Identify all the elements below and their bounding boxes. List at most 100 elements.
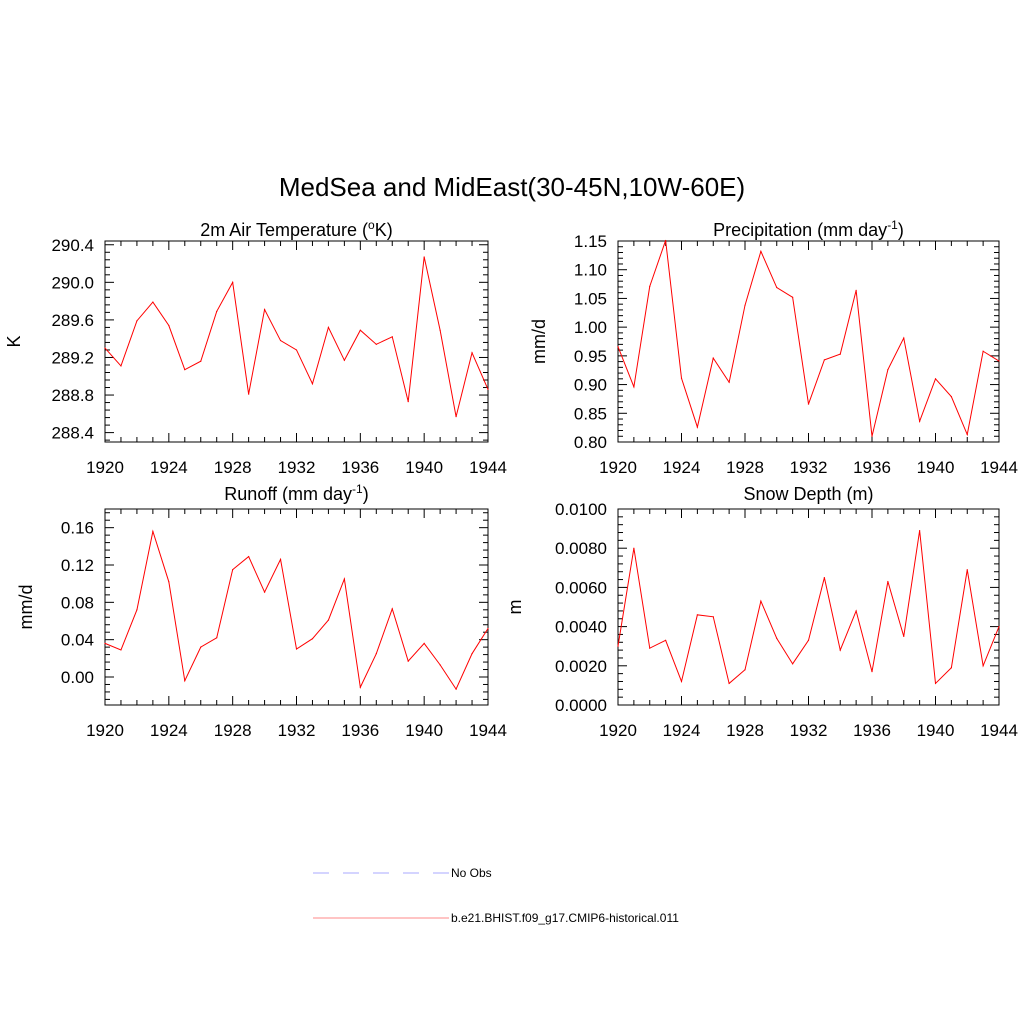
data-point xyxy=(471,653,473,655)
x-tick-label: 1932 xyxy=(790,721,828,740)
y-tick-label: 0.08 xyxy=(61,593,94,612)
y-tick-label: 0.12 xyxy=(61,556,94,575)
data-point xyxy=(471,352,473,354)
data-point xyxy=(423,642,425,645)
data-point xyxy=(807,403,810,405)
x-tick-label: 1932 xyxy=(278,458,316,477)
plot-frame xyxy=(617,240,1000,443)
data-point xyxy=(232,281,234,283)
data-point xyxy=(839,649,841,651)
data-point xyxy=(263,308,266,311)
y-tick-label: 1.10 xyxy=(574,261,607,280)
y-tick-label: 0.16 xyxy=(61,519,94,538)
data-point xyxy=(903,337,905,339)
series-line xyxy=(617,530,1000,685)
data-point xyxy=(295,349,298,351)
data-point xyxy=(792,663,794,665)
y-tick-label: 1.00 xyxy=(574,318,607,337)
y-tick-label: 289.2 xyxy=(51,348,94,367)
data-point xyxy=(680,377,683,379)
data-point xyxy=(966,433,968,436)
data-point xyxy=(919,529,921,532)
data-point xyxy=(152,301,154,303)
legend-item: No Obs xyxy=(313,866,492,880)
series-line xyxy=(104,529,489,691)
data-point xyxy=(966,569,968,571)
runoff-panel: 1920 1924 1928 1932 1936 1940 1944 0.00 0.04 0.08… xyxy=(16,482,507,740)
data-point xyxy=(665,239,667,242)
x-tick-label: 1924 xyxy=(150,458,188,477)
y-tick-label: 290.0 xyxy=(51,273,94,292)
x-tick-label: 1944 xyxy=(980,721,1018,740)
x-tick-label: 1920 xyxy=(86,721,124,740)
data-point xyxy=(487,388,489,391)
data-point xyxy=(104,642,106,645)
x-tick-label: 1920 xyxy=(599,721,637,740)
data-point xyxy=(295,648,298,650)
x-tick-label: 1940 xyxy=(405,721,443,740)
data-point xyxy=(855,610,857,612)
data-point xyxy=(279,339,282,342)
data-point xyxy=(617,346,619,348)
data-point xyxy=(744,669,746,671)
x-tick-label: 1944 xyxy=(980,458,1018,477)
data-point xyxy=(823,359,825,361)
data-point xyxy=(184,369,186,371)
x-tick-label: 1936 xyxy=(341,721,379,740)
data-point xyxy=(696,426,698,428)
x-tick-label: 1932 xyxy=(278,721,316,740)
y-tick-label: 289.6 xyxy=(51,311,94,330)
data-point xyxy=(871,435,873,437)
data-point xyxy=(998,360,1000,362)
data-point xyxy=(792,296,794,298)
data-point xyxy=(343,578,345,580)
y-axis-label: K xyxy=(4,335,24,347)
y-tick-label: 0.80 xyxy=(574,433,607,452)
data-point xyxy=(391,608,393,610)
panels: 1920 1924 1928 1932 1936 1940 1944 288.4 288.8 28… xyxy=(4,218,1018,740)
data-point xyxy=(439,329,441,331)
data-point xyxy=(633,547,635,549)
data-point xyxy=(311,638,314,640)
data-point xyxy=(216,310,218,313)
data-point xyxy=(343,359,345,361)
data-point xyxy=(807,639,810,641)
legend-item: b.e21.BHIST.f09_g17.CMIP6-historical.011 xyxy=(313,911,679,925)
precipitation-panel: 1920 1924 1928 1932 1936 1940 1944 0.80 0.85 0.90… xyxy=(529,218,1018,477)
x-tick-label: 1936 xyxy=(341,458,379,477)
data-point xyxy=(455,416,457,418)
plot-frame xyxy=(104,240,489,443)
subplot-title: Snow Depth (m) xyxy=(743,484,873,504)
x-tick-label: 1928 xyxy=(726,458,764,477)
subplot-title: 2m Air Temperature (oK) xyxy=(200,218,392,240)
plot-frame xyxy=(617,508,1000,706)
series-line xyxy=(104,256,489,417)
x-tick-label: 1936 xyxy=(853,721,891,740)
data-point xyxy=(375,343,377,345)
y-tick-label: 0.0000 xyxy=(555,696,607,715)
x-tick-label: 1940 xyxy=(405,458,443,477)
data-point xyxy=(311,383,314,385)
x-tick-label: 1928 xyxy=(214,721,252,740)
data-point xyxy=(168,324,170,327)
data-point xyxy=(279,558,282,561)
data-point xyxy=(375,653,377,655)
y-tick-label: 0.0100 xyxy=(555,500,607,519)
data-point xyxy=(855,289,857,291)
y-tick-label: 0.90 xyxy=(574,376,607,395)
data-point xyxy=(712,357,714,359)
data-point xyxy=(120,649,122,651)
data-point xyxy=(887,369,889,371)
data-point xyxy=(327,326,330,329)
y-tick-label: 288.8 xyxy=(51,386,94,405)
data-point xyxy=(712,616,714,618)
data-point xyxy=(391,336,393,338)
y-axis-label: m xyxy=(505,600,525,615)
data-point xyxy=(232,569,234,571)
data-point xyxy=(950,396,952,398)
y-tick-label: 0.04 xyxy=(61,631,94,650)
data-point xyxy=(744,304,746,306)
data-point xyxy=(617,645,619,647)
x-tick-label: 1940 xyxy=(917,458,955,477)
